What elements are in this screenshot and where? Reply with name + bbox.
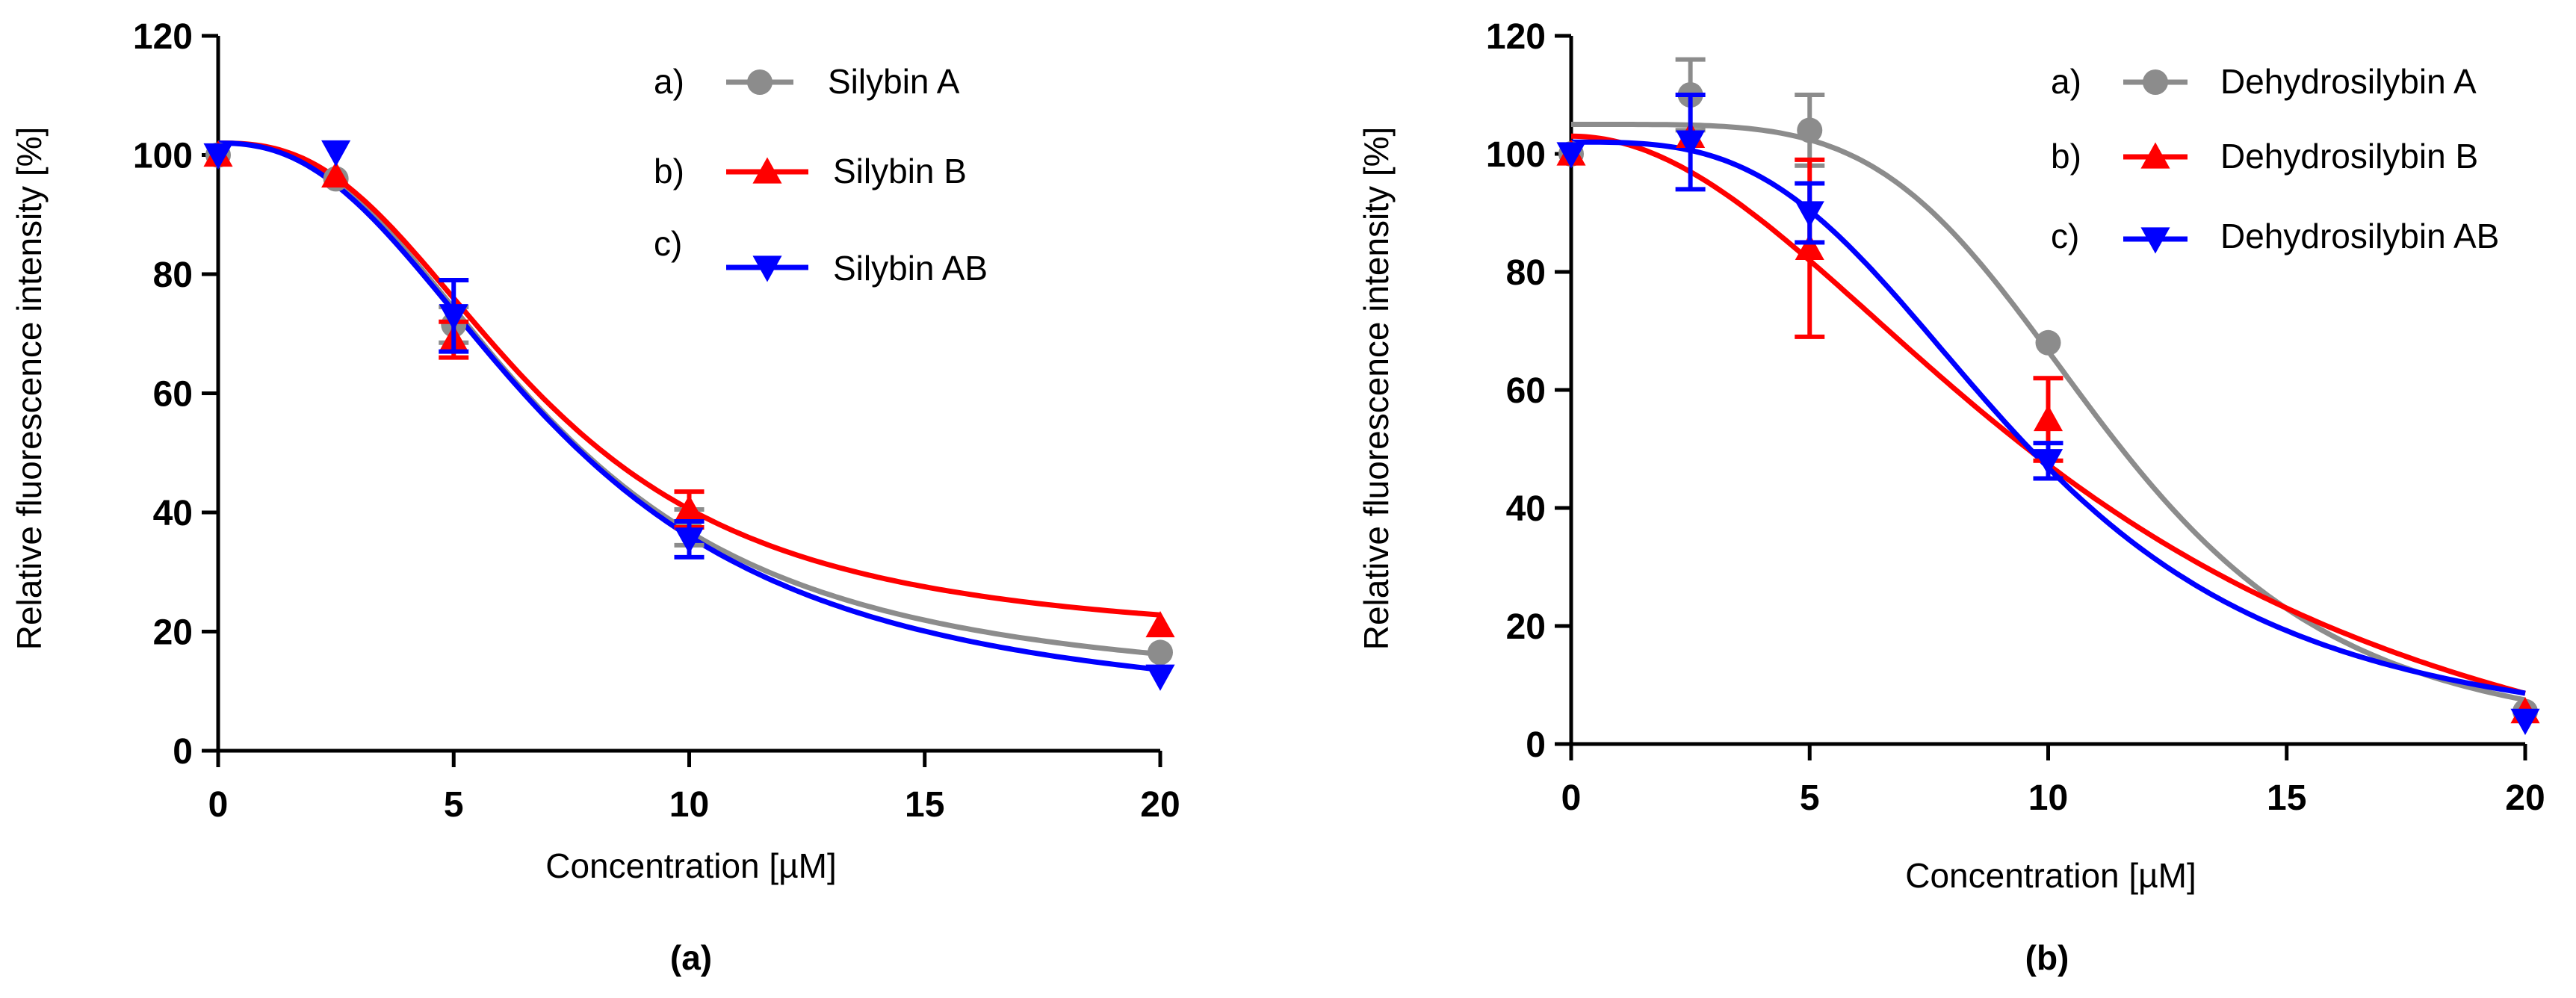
y-tick-label-a: 60 [153, 375, 193, 415]
chart-panel-b: 0 20 40 60 80 100 120 0 5 10 15 20 Relative fluore… [1357, 17, 2545, 977]
y-tick-label-b: 120 [1486, 17, 1546, 57]
legend-prefix-b-1: b) [2051, 137, 2081, 176]
y-tick-label-a: 120 [133, 17, 193, 57]
x-axis-title-b: Concentration [µM] [1905, 856, 2196, 895]
y-tick-label-a: 80 [153, 255, 193, 295]
y-axis-title-b: Relative fluorescence intensity [%] [1357, 127, 1396, 651]
x-tick-label-a: 0 [208, 785, 229, 825]
data-point-b-2-0 [1556, 142, 1586, 169]
y-tick-label-b: 80 [1506, 253, 1546, 293]
y-tick-label-b: 0 [1526, 725, 1546, 765]
data-point-b-2-1 [1676, 130, 1706, 157]
y-tick-label-b: 60 [1506, 371, 1546, 411]
data-point-b-2-4 [2510, 708, 2540, 735]
data-point-b-2-3 [2033, 449, 2063, 476]
legend-label-a-2: Silybin AB [833, 249, 988, 288]
x-tick-label-b: 15 [2267, 778, 2306, 818]
legend-marker-a-0 [747, 69, 773, 95]
panel-label-b: (b) [2025, 938, 2069, 977]
y-tick-label-b: 20 [1506, 607, 1546, 647]
y-tick-label-a: 100 [133, 137, 193, 176]
legend-label-b-2: Dehydrosilybin AB [2220, 217, 2499, 255]
x-tick-label-a: 10 [669, 785, 709, 825]
y-tick-label-b: 100 [1486, 135, 1546, 175]
y-tick-label-a: 40 [153, 494, 193, 533]
legend-label-a-1: Silybin B [833, 152, 967, 190]
legend-prefix-b-0: a) [2051, 62, 2081, 101]
data-point-b-2-2 [1795, 201, 1824, 228]
legend-marker-a-1 [752, 157, 782, 184]
fit-curve-a-2 [218, 140, 1161, 672]
x-tick-label-a: 20 [1140, 785, 1180, 825]
x-tick-label-b: 5 [1800, 778, 1820, 818]
legend-label-a-0: Silybin A [828, 62, 960, 101]
chart-panel-a: 0 20 40 60 80 100 120 0 5 10 15 20 Relative fluore… [10, 17, 1180, 977]
data-point-a-2-4 [1145, 664, 1175, 691]
y-axis-title-a: Relative fluorescence intensity [%] [10, 127, 49, 651]
x-tick-label-b: 0 [1561, 778, 1582, 818]
panel-label-a: (a) [670, 938, 712, 977]
data-point-a-2-0 [203, 143, 233, 170]
legend-marker-a-2 [752, 255, 782, 282]
legend-b: a) b) c) Dehydrosilybin A Dehydrosilybin… [2051, 62, 2499, 255]
legend-prefix-a-1: b) [654, 152, 684, 190]
legend-prefix-a-2: c) [654, 224, 682, 263]
x-tick-label-a: 5 [444, 785, 464, 825]
legend-marker-b-0 [2143, 69, 2168, 95]
y-tick-label-b: 40 [1506, 489, 1546, 529]
legend-prefix-b-2: c) [2051, 217, 2079, 255]
legend-label-b-1: Dehydrosilybin B [2220, 137, 2478, 176]
data-point-a-2-3 [674, 527, 705, 554]
y-tick-label-a: 20 [153, 613, 193, 653]
x-axis-title-a: Concentration [µM] [545, 846, 837, 885]
data-point-a-1-1 [321, 161, 351, 188]
data-point-a-1-3 [674, 495, 705, 521]
data-point-b-1-2 [1795, 233, 1824, 261]
data-point-b-1-3 [2033, 404, 2063, 432]
x-tick-label-b: 20 [2505, 778, 2545, 818]
data-point-b-0-3 [2035, 329, 2061, 356]
data-point-a-2-1 [321, 140, 351, 167]
legend-label-b-0: Dehydrosilybin A [2220, 62, 2477, 101]
y-tick-label-a: 0 [173, 732, 193, 772]
legend-marker-b-1 [2140, 142, 2170, 169]
data-point-a-0-4 [1148, 639, 1173, 666]
legend-a: a) b) c) Silybin A Silybin B Silybin AB [654, 62, 988, 288]
data-point-a-2-2 [439, 304, 468, 331]
data-point-b-0-2 [1797, 117, 1823, 143]
data-point-a-1-4 [1145, 610, 1175, 638]
legend-marker-b-2 [2140, 227, 2170, 254]
x-tick-label-a: 15 [905, 785, 944, 825]
legend-prefix-a-0: a) [654, 62, 684, 101]
fit-curve-a-0 [218, 140, 1161, 657]
x-tick-label-b: 10 [2028, 778, 2068, 818]
